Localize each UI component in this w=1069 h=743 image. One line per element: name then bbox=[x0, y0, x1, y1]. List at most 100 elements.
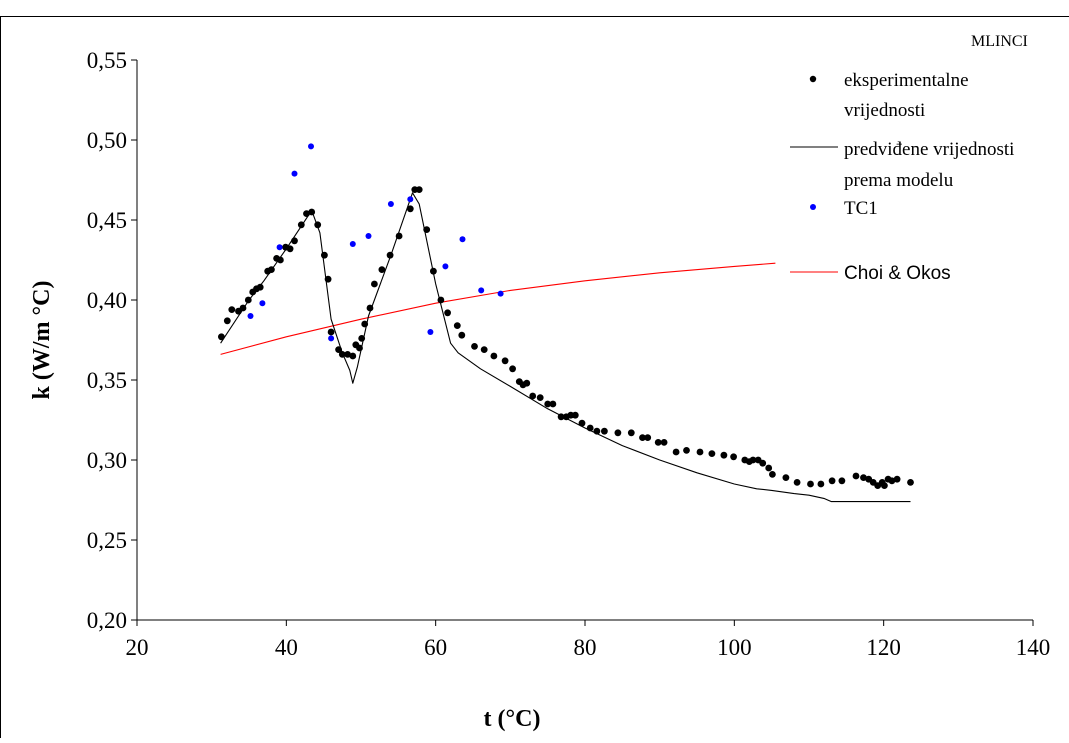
y-tick-label: 0,40 bbox=[87, 288, 127, 313]
data-point-eksperimentalne-vrijednosti bbox=[277, 257, 284, 264]
y-tick-label: 0,20 bbox=[87, 608, 127, 633]
data-point-eksperimentalne-vrijednosti bbox=[853, 473, 860, 480]
data-point-tc1 bbox=[350, 241, 356, 247]
data-point-eksperimentalne-vrijednosti bbox=[245, 297, 252, 304]
data-point-tc1 bbox=[328, 335, 334, 341]
y-tick-label: 0,55 bbox=[87, 48, 127, 73]
data-point-tc1 bbox=[460, 236, 466, 242]
data-point-eksperimentalne-vrijednosti bbox=[371, 281, 378, 288]
x-tick-label: 140 bbox=[1016, 635, 1051, 660]
data-point-eksperimentalne-vrijednosti bbox=[721, 452, 728, 459]
data-point-eksperimentalne-vrijednosti bbox=[673, 449, 680, 456]
data-point-eksperimentalne-vrijednosti bbox=[349, 353, 356, 360]
data-point-eksperimentalne-vrijednosti bbox=[444, 309, 451, 316]
data-point-eksperimentalne-vrijednosti bbox=[579, 420, 586, 427]
data-point-tc1 bbox=[308, 143, 314, 149]
data-point-eksperimentalne-vrijednosti bbox=[794, 479, 801, 486]
data-point-eksperimentalne-vrijednosti bbox=[321, 252, 328, 259]
y-axis-title: k (W/m °C) bbox=[29, 281, 55, 400]
data-point-eksperimentalne-vrijednosti bbox=[325, 276, 332, 283]
data-point-eksperimentalne-vrijednosti bbox=[491, 353, 498, 360]
data-point-eksperimentalne-vrijednosti bbox=[587, 425, 594, 432]
data-point-eksperimentalne-vrijednosti bbox=[615, 429, 622, 436]
data-point-eksperimentalne-vrijednosti bbox=[572, 412, 579, 419]
data-point-eksperimentalne-vrijednosti bbox=[683, 447, 690, 454]
x-tick-label: 120 bbox=[866, 635, 901, 660]
data-point-eksperimentalne-vrijednosti bbox=[601, 428, 608, 435]
data-point-eksperimentalne-vrijednosti bbox=[358, 335, 365, 342]
legend-label-experimental-1: eksperimentalne bbox=[844, 70, 969, 91]
legend-marker-experimental bbox=[810, 76, 816, 82]
data-point-eksperimentalne-vrijednosti bbox=[308, 209, 315, 216]
x-tick-label: 100 bbox=[717, 635, 752, 660]
legend-label-model-2: prema modelu bbox=[844, 170, 954, 191]
data-point-eksperimentalne-vrijednosti bbox=[367, 305, 374, 312]
data-point-eksperimentalne-vrijednosti bbox=[644, 434, 651, 441]
y-tick-label: 0,35 bbox=[87, 368, 127, 393]
legend-label-experimental-2: vrijednosti bbox=[844, 100, 925, 121]
x-tick-label: 80 bbox=[574, 635, 597, 660]
legend-label-tc1: TC1 bbox=[844, 198, 878, 219]
data-point-tc1 bbox=[427, 329, 433, 335]
data-point-eksperimentalne-vrijednosti bbox=[438, 297, 445, 304]
data-point-eksperimentalne-vrijednosti bbox=[298, 221, 305, 228]
data-point-eksperimentalne-vrijednosti bbox=[416, 186, 423, 193]
data-point-eksperimentalne-vrijednosti bbox=[655, 439, 662, 446]
data-point-eksperimentalne-vrijednosti bbox=[537, 394, 544, 401]
data-point-eksperimentalne-vrijednosti bbox=[807, 481, 814, 488]
data-point-eksperimentalne-vrijednosti bbox=[502, 357, 509, 364]
data-point-tc1 bbox=[388, 201, 394, 207]
data-point-eksperimentalne-vrijednosti bbox=[550, 401, 557, 408]
legend-marker-tc1 bbox=[810, 204, 816, 210]
data-point-eksperimentalne-vrijednosti bbox=[829, 477, 836, 484]
data-point-eksperimentalne-vrijednosti bbox=[379, 266, 386, 273]
data-point-tc1 bbox=[498, 291, 504, 297]
y-tick-label: 0,25 bbox=[87, 528, 127, 553]
x-tick-label: 40 bbox=[275, 635, 298, 660]
data-point-eksperimentalne-vrijednosti bbox=[523, 380, 530, 387]
data-point-eksperimentalne-vrijednosti bbox=[356, 345, 363, 352]
y-tick-label: 0,30 bbox=[87, 448, 127, 473]
data-point-eksperimentalne-vrijednosti bbox=[224, 317, 231, 324]
data-point-tc1 bbox=[292, 171, 298, 177]
data-point-eksperimentalne-vrijednosti bbox=[661, 439, 668, 446]
data-point-eksperimentalne-vrijednosti bbox=[759, 460, 766, 467]
data-point-eksperimentalne-vrijednosti bbox=[423, 226, 430, 233]
data-point-eksperimentalne-vrijednosti bbox=[765, 465, 772, 472]
data-point-eksperimentalne-vrijednosti bbox=[454, 322, 461, 329]
x-tick-label: 20 bbox=[126, 635, 149, 660]
data-point-eksperimentalne-vrijednosti bbox=[730, 453, 737, 460]
data-point-eksperimentalne-vrijednosti bbox=[407, 205, 414, 212]
data-point-eksperimentalne-vrijednosti bbox=[907, 479, 914, 486]
data-point-eksperimentalne-vrijednosti bbox=[328, 329, 335, 336]
data-point-eksperimentalne-vrijednosti bbox=[387, 252, 394, 259]
data-point-eksperimentalne-vrijednosti bbox=[240, 305, 247, 312]
legend-label-choi: Choi & Okos bbox=[844, 263, 951, 284]
data-point-eksperimentalne-vrijednosti bbox=[769, 471, 776, 478]
data-point-tc1 bbox=[366, 233, 372, 239]
data-point-tc1 bbox=[277, 244, 283, 250]
corner-label: MLINCI bbox=[971, 33, 1028, 50]
data-point-eksperimentalne-vrijednosti bbox=[881, 482, 888, 489]
data-point-eksperimentalne-vrijednosti bbox=[291, 237, 298, 244]
data-point-eksperimentalne-vrijednosti bbox=[818, 481, 825, 488]
x-axis-title: t (°C) bbox=[484, 706, 541, 732]
chart-border bbox=[1, 17, 1069, 739]
data-point-eksperimentalne-vrijednosti bbox=[396, 233, 403, 240]
data-point-eksperimentalne-vrijednosti bbox=[471, 343, 478, 350]
data-point-eksperimentalne-vrijednosti bbox=[257, 284, 264, 291]
y-tick-label: 0,45 bbox=[87, 208, 127, 233]
data-point-tc1 bbox=[478, 287, 484, 293]
data-point-eksperimentalne-vrijednosti bbox=[287, 245, 294, 252]
data-point-tc1 bbox=[407, 196, 413, 202]
data-point-tc1 bbox=[248, 313, 254, 319]
data-point-eksperimentalne-vrijednosti bbox=[839, 477, 846, 484]
y-tick-label: 0,50 bbox=[87, 128, 127, 153]
data-point-eksperimentalne-vrijednosti bbox=[218, 333, 225, 340]
data-point-eksperimentalne-vrijednosti bbox=[228, 306, 235, 313]
data-point-eksperimentalne-vrijednosti bbox=[430, 268, 437, 275]
data-point-tc1 bbox=[259, 300, 265, 306]
data-point-tc1 bbox=[442, 263, 448, 269]
